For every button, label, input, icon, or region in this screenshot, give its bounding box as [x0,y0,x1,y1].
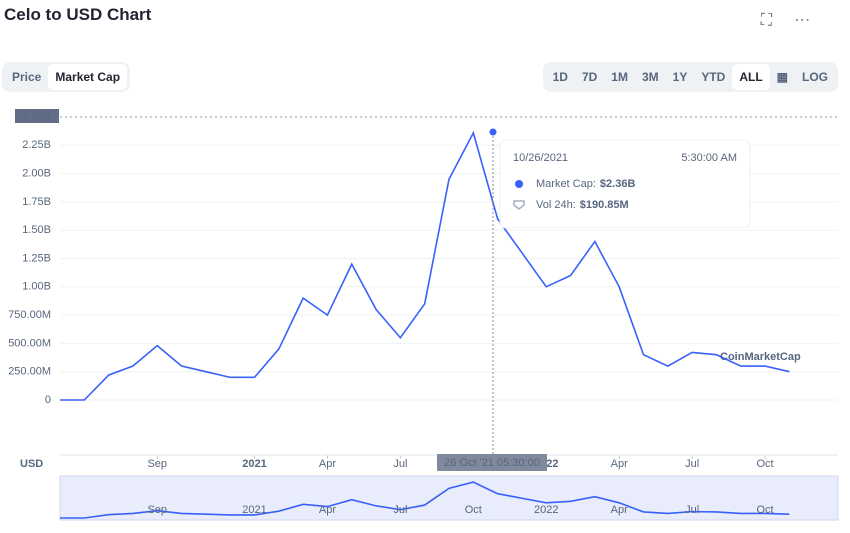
y-tick-label: 2.50B [22,111,51,123]
y-tick-label: 2.00B [22,168,51,180]
tooltip-date: 10/26/2021 [513,152,568,164]
tooltip [499,139,751,229]
navigator-label: Jul [393,504,407,516]
price-line [60,130,790,401]
currency: USD [20,458,43,470]
x-tick-label: Jul [393,458,407,470]
x-tick-label: Apr [611,458,628,470]
navigator [59,475,839,521]
y-tick-label: 500.00M [8,337,51,349]
navigator-label: Apr [319,504,336,516]
tooltip-label: Market Cap: [536,178,596,190]
navigator-label: Apr [611,504,628,516]
range-button[interactable]: 1Y [672,70,688,84]
y-tick-label: 1.75B [22,196,51,208]
x-tick-label: 2021 [242,458,266,470]
tooltip-value: $2.36B [600,178,636,190]
range-button[interactable]: 1M [611,70,628,84]
navigator-label: Oct [465,504,482,516]
y-tick-label: 0 [45,394,51,406]
crosshair-label: 26 Oct '21 05:30:00 [444,457,540,469]
navigator-label: Sep [147,504,167,516]
range-buttons: 1D 7D 1M 3M 1Y YTD ALL ▦ LOG [542,62,838,92]
y-tick-label: 250.00M [8,366,51,378]
navigator-label: Jul [685,504,699,516]
range-button[interactable]: 7D [581,70,598,84]
y-tick-label: 2.25B [22,139,51,151]
x-tick-label: Sep [147,458,167,470]
hover-dot [489,128,497,136]
y-tick-label: 750.00M [8,309,51,321]
crosshair-box [437,454,547,471]
tooltip-label: Vol 24h: [536,199,576,211]
watermark: CoinMarketCap [720,351,801,363]
tab[interactable]: Price [12,70,42,84]
tabs: Price Market Cap [2,62,131,92]
range-button[interactable]: ALL [732,64,770,90]
y-tick-label: 1.00B [22,281,51,293]
y-top-box [15,109,59,123]
tab[interactable]: Market Cap [48,64,128,90]
legend-icon [513,200,525,210]
range-button[interactable]: 3M [641,70,659,84]
calendar-button[interactable]: ▦ [776,70,788,84]
title: Celo to USD Chart [4,5,152,24]
x-tick-label: Oct [757,458,774,470]
range-button[interactable]: 1D [552,70,568,84]
navigator-label: 2022 [534,504,558,516]
navigator-line [60,481,790,519]
x-tick-label: Jul [685,458,699,470]
navigator-label: Oct [757,504,774,516]
legend-dot [515,180,523,188]
y-tick-label: 1.25B [22,252,51,264]
tooltip-value: $190.85M [580,199,629,211]
icons[interactable]: ⛶⋯ [760,12,832,29]
y-tick-label: 1.50B [22,224,51,236]
log-button[interactable]: LOG [802,70,828,84]
x-tick-label: Apr [319,458,336,470]
range-button[interactable]: YTD [701,70,726,84]
navigator-label: 2021 [242,504,266,516]
tooltip-time: 5:30:00 AM [681,152,737,164]
